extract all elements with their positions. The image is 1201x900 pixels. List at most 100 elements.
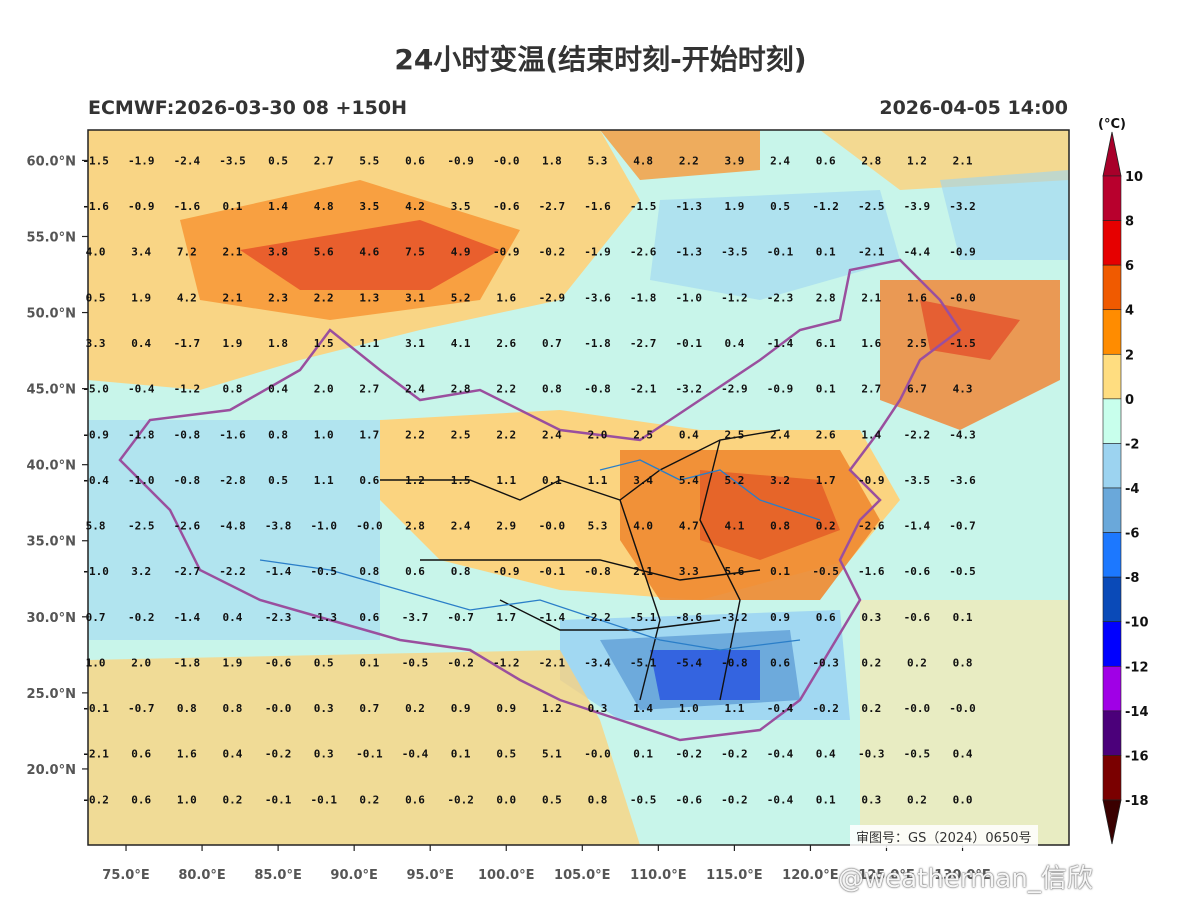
grid-value: 1.2 bbox=[542, 702, 562, 715]
grid-value: -0.3 bbox=[812, 656, 839, 669]
grid-value: 0.8 bbox=[223, 702, 243, 715]
y-tick-label: 40.0°N bbox=[27, 459, 76, 474]
grid-value: 0.8 bbox=[770, 520, 790, 533]
grid-value: 0.5 bbox=[770, 200, 790, 213]
grid-value: 2.8 bbox=[861, 154, 881, 167]
grid-value: -0.0 bbox=[949, 702, 976, 715]
grid-value: -2.1 bbox=[630, 383, 657, 396]
x-tick-label: 110.0°E bbox=[630, 868, 687, 883]
grid-value: -0.2 bbox=[128, 611, 155, 624]
grid-value: -0.4 bbox=[767, 702, 794, 715]
grid-value: 1.6 bbox=[861, 337, 881, 350]
grid-value: 0.5 bbox=[268, 154, 288, 167]
grid-value: 2.3 bbox=[268, 291, 288, 304]
grid-value: 2.4 bbox=[770, 428, 790, 441]
grid-value: 1.5 bbox=[314, 337, 334, 350]
grid-value: 0.3 bbox=[588, 702, 608, 715]
grid-value: -2.2 bbox=[584, 611, 611, 624]
grid-value: -2.2 bbox=[904, 428, 931, 441]
grid-value: -2.7 bbox=[539, 200, 566, 213]
colorbar-swatch bbox=[1102, 175, 1122, 221]
grid-value: -2.3 bbox=[767, 291, 794, 304]
grid-value: -3.9 bbox=[904, 200, 931, 213]
grid-value: 0.1 bbox=[816, 246, 836, 259]
grid-value: 3.4 bbox=[131, 246, 151, 259]
grid-value: -1.6 bbox=[584, 200, 611, 213]
grid-value: -1.3 bbox=[676, 246, 703, 259]
grid-value: -1.0 bbox=[128, 474, 155, 487]
grid-value: -2.2 bbox=[219, 565, 246, 578]
grid-value: 1.0 bbox=[177, 793, 197, 806]
grid-value: 0.2 bbox=[861, 656, 881, 669]
map-background bbox=[88, 130, 1069, 845]
grid-value: -1.4 bbox=[767, 337, 794, 350]
grid-value: -1.8 bbox=[584, 337, 611, 350]
grid-value: 0.3 bbox=[861, 611, 881, 624]
grid-value: 1.4 bbox=[861, 428, 881, 441]
grid-value: 2.4 bbox=[405, 383, 425, 396]
grid-value: 1.1 bbox=[359, 337, 379, 350]
grid-value: 1.6 bbox=[177, 748, 197, 761]
grid-value: 2.2 bbox=[314, 291, 334, 304]
grid-value: -1.5 bbox=[82, 154, 109, 167]
grid-value: 2.0 bbox=[314, 383, 334, 396]
grid-value: 5.1 bbox=[542, 748, 562, 761]
grid-value: 7.2 bbox=[177, 246, 197, 259]
y-tick-label: 55.0°N bbox=[27, 230, 76, 245]
grid-value: 0.2 bbox=[907, 793, 927, 806]
grid-value: -1.0 bbox=[82, 565, 109, 578]
colorbar-swatch bbox=[1102, 220, 1122, 266]
grid-value: -1.6 bbox=[858, 565, 885, 578]
grid-value: -1.8 bbox=[174, 656, 201, 669]
grid-value: 0.8 bbox=[268, 428, 288, 441]
grid-value: 5.3 bbox=[588, 154, 608, 167]
colorbar-swatch bbox=[1102, 487, 1122, 533]
colorbar-label: 8 bbox=[1125, 215, 1134, 230]
colorbar-label: -4 bbox=[1125, 482, 1139, 497]
grid-value: -1.6 bbox=[174, 200, 201, 213]
grid-value: 1.1 bbox=[724, 702, 744, 715]
grid-value: 0.4 bbox=[268, 383, 288, 396]
grid-value: -0.7 bbox=[447, 611, 474, 624]
grid-value: -0.2 bbox=[812, 702, 839, 715]
grid-value: 2.5 bbox=[724, 428, 744, 441]
grid-value: -1.0 bbox=[676, 291, 703, 304]
grid-value: 0.8 bbox=[177, 702, 197, 715]
grid-value: 0.8 bbox=[223, 383, 243, 396]
grid-value: 2.0 bbox=[131, 656, 151, 669]
grid-value: -0.2 bbox=[265, 748, 292, 761]
grid-value: 1.9 bbox=[724, 200, 744, 213]
colorbar-top-arrow bbox=[1102, 131, 1122, 177]
grid-value: -5.1 bbox=[630, 611, 657, 624]
grid-value: -0.5 bbox=[630, 793, 657, 806]
grid-value: 2.7 bbox=[314, 154, 334, 167]
grid-value: 4.2 bbox=[177, 291, 197, 304]
grid-value: -1.4 bbox=[265, 565, 292, 578]
grid-value: 6.1 bbox=[816, 337, 836, 350]
grid-value: -2.6 bbox=[630, 246, 657, 259]
grid-value: 4.2 bbox=[405, 200, 425, 213]
grid-value: 0.1 bbox=[359, 656, 379, 669]
grid-value: 0.0 bbox=[496, 793, 516, 806]
grid-value: 2.2 bbox=[679, 154, 699, 167]
grid-value: -2.8 bbox=[219, 474, 246, 487]
grid-value: -0.1 bbox=[265, 793, 292, 806]
grid-value: -0.0 bbox=[539, 520, 566, 533]
grid-value: -0.1 bbox=[356, 748, 383, 761]
grid-value: -0.5 bbox=[310, 565, 337, 578]
grid-value: 1.2 bbox=[405, 474, 425, 487]
grid-value: 0.4 bbox=[679, 428, 699, 441]
grid-value: 2.2 bbox=[496, 383, 516, 396]
grid-value: 2.4 bbox=[770, 154, 790, 167]
grid-value: 0.8 bbox=[588, 793, 608, 806]
grid-value: -0.2 bbox=[676, 748, 703, 761]
grid-value: -1.6 bbox=[82, 200, 109, 213]
x-axis: 75.0°E 80.0°E 85.0°E 90.0°E 95.0°E 100.0°E 105… bbox=[102, 845, 991, 883]
grid-value: 0.1 bbox=[816, 383, 836, 396]
chart-title: 24小时变温(结束时刻-开始时刻) bbox=[394, 43, 807, 76]
grid-value: 5.2 bbox=[724, 474, 744, 487]
x-tick-label: 90.0°E bbox=[330, 868, 377, 883]
grid-value: 0.2 bbox=[223, 793, 243, 806]
grid-value: -1.7 bbox=[174, 337, 201, 350]
y-tick-label: 50.0°N bbox=[27, 307, 76, 322]
